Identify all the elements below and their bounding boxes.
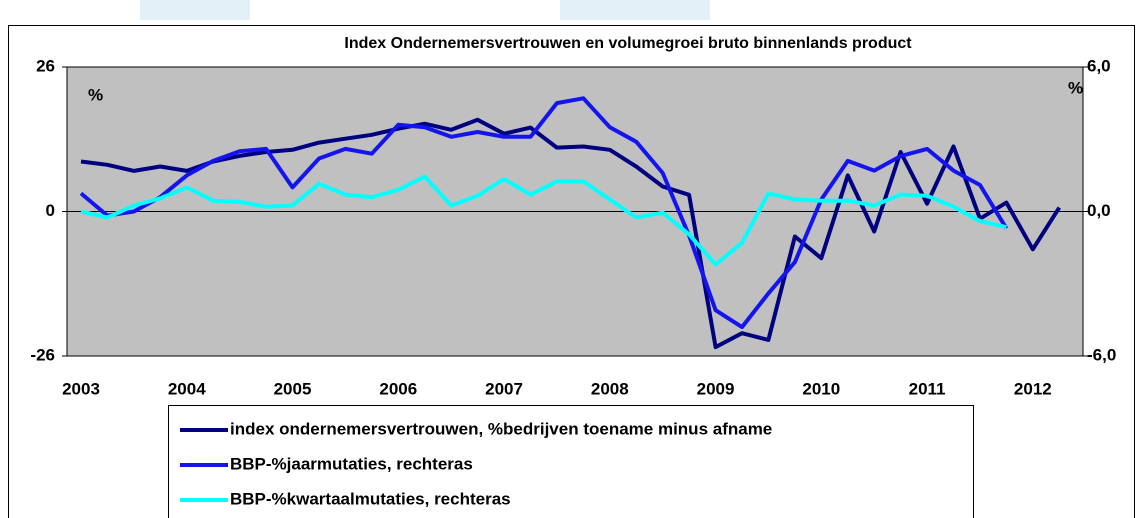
legend-box [168,405,974,518]
x-tick-label: 2005 [274,379,312,398]
y2-tick-label: 0,0 [1087,201,1111,220]
series-line [80,117,1061,350]
legend-label: index ondernemersvertrouwen, %bedrijven … [230,419,772,438]
y-tick-label: 0 [46,201,55,220]
legend-label: BBP-%jaarmutaties, rechteras [230,454,473,473]
series-line [80,174,1007,267]
decor [140,0,250,20]
y2-tick-label: -6,0 [1087,345,1116,364]
y-unit: % [88,85,103,104]
x-tick-label: 2011 [909,379,946,398]
x-tick-label: 2010 [802,379,840,398]
x-tick-label: 2008 [591,379,629,398]
y-tick-label: -26 [30,345,55,364]
x-tick-label: 2009 [697,379,735,398]
chart-title: Index Ondernemersvertrouwen en volumegro… [344,35,912,52]
series-line [79,96,1009,330]
y2-tick-label: 6,0 [1087,56,1111,75]
x-tick-label: 2004 [168,379,206,398]
x-tick-label: 2007 [485,379,523,398]
x-tick-label: 2012 [1014,379,1052,398]
legend-label: BBP-%kwartaalmutaties, rechteras [230,489,511,508]
x-tick-label: 2006 [379,379,417,398]
y-tick-label: 26 [36,56,55,75]
y2-unit: % [1068,78,1083,97]
decor [560,0,710,20]
x-tick-label: 2003 [62,379,100,398]
